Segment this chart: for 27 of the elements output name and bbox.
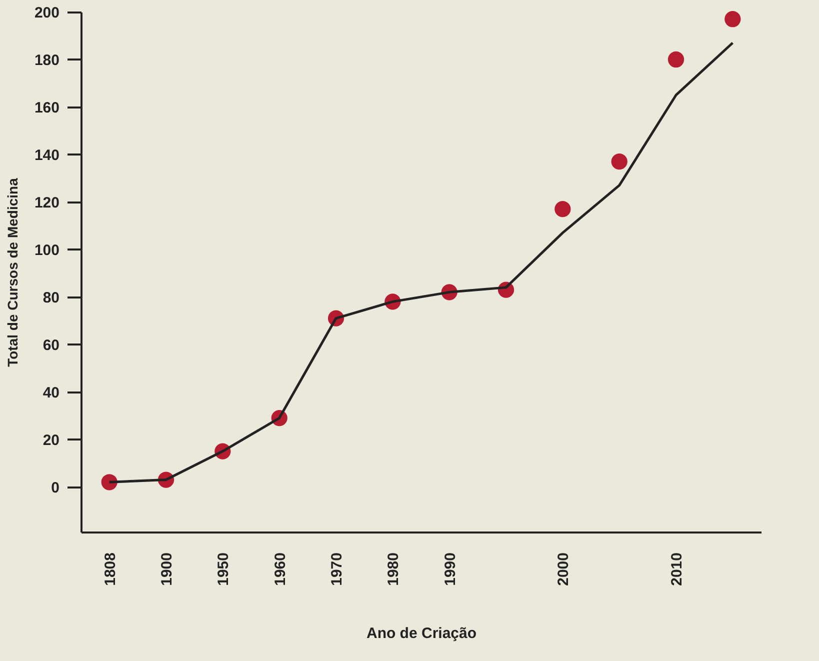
y-tick-label: 100 bbox=[34, 242, 60, 259]
x-tick-label: 1960 bbox=[272, 552, 289, 586]
y-tick-label: 20 bbox=[42, 432, 60, 449]
y-tick-label: 40 bbox=[42, 384, 60, 402]
point bbox=[101, 474, 118, 490]
y-tick-label: 180 bbox=[34, 52, 60, 69]
point bbox=[611, 154, 628, 170]
y-tick-label: 0 bbox=[51, 479, 60, 496]
x-tick-label: 1990 bbox=[442, 552, 459, 586]
y-axis-title: Total de Cursos de Medicina bbox=[4, 178, 20, 367]
x-tick-label: 1950 bbox=[215, 552, 232, 586]
x-tick-label: 1808 bbox=[102, 552, 119, 586]
y-tick-label: 200 bbox=[34, 4, 60, 22]
point bbox=[724, 11, 741, 28]
point bbox=[554, 201, 571, 218]
x-tick-label: 2010 bbox=[668, 552, 686, 586]
x-axis-title: Ano de Criação bbox=[366, 624, 477, 642]
y-tick-label: 80 bbox=[42, 289, 60, 306]
y-tick-label: 60 bbox=[42, 336, 60, 354]
x-tick-label: 1900 bbox=[158, 552, 176, 586]
y-tick-label: 140 bbox=[34, 146, 60, 164]
point bbox=[668, 51, 684, 68]
x-tick-label: 2000 bbox=[555, 552, 572, 586]
y-tick-label: 120 bbox=[34, 194, 60, 212]
x-tick-label: 1980 bbox=[385, 552, 402, 586]
x-tick-label: 1970 bbox=[328, 552, 346, 586]
y-tick-label: 160 bbox=[34, 99, 60, 116]
